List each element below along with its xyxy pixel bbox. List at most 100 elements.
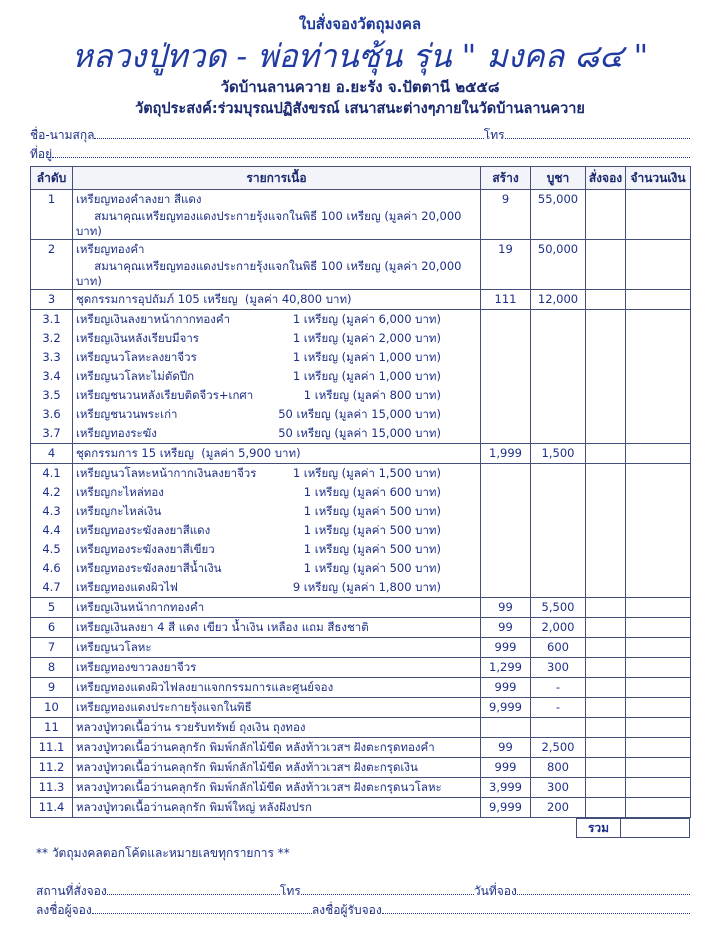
total-amount-cell[interactable]: [620, 818, 690, 838]
row-order-cell[interactable]: [585, 502, 626, 521]
row-amount-cell[interactable]: [625, 777, 691, 798]
row-amount-cell[interactable]: [625, 309, 691, 329]
orderer-sign-dotted-line[interactable]: [91, 901, 312, 914]
address-dotted-line[interactable]: [52, 145, 690, 158]
row-order-cell[interactable]: [585, 259, 626, 290]
row-amount-cell[interactable]: [625, 348, 691, 367]
row-built: 111: [480, 289, 531, 310]
date-dotted-line[interactable]: [516, 882, 691, 895]
row-amount-cell[interactable]: [625, 521, 691, 540]
row-amount-cell[interactable]: [625, 424, 691, 444]
row-order-cell[interactable]: [585, 677, 626, 698]
row-amount-cell[interactable]: [625, 209, 691, 240]
row-amount-cell[interactable]: [625, 239, 691, 259]
row-order-cell[interactable]: [585, 697, 626, 718]
row-amount-cell[interactable]: [625, 617, 691, 638]
row-amount-cell[interactable]: [625, 259, 691, 290]
table-row: 2 เหรียญทองคำ 19 50,000: [30, 239, 691, 259]
row-amount-cell[interactable]: [625, 597, 691, 618]
row-amount-cell[interactable]: [625, 189, 691, 209]
row-order-cell[interactable]: [585, 405, 626, 424]
row-order-cell[interactable]: [585, 540, 626, 559]
col-order: สั่งจอง: [585, 166, 626, 190]
row-number: 4.6: [30, 559, 73, 578]
row-amount-cell[interactable]: [625, 502, 691, 521]
row-number: 4.1: [30, 463, 73, 483]
row-order-cell[interactable]: [585, 657, 626, 678]
row-built: 9,999: [480, 797, 531, 818]
row-order-cell[interactable]: [585, 189, 626, 209]
row-amount-cell[interactable]: [625, 797, 691, 818]
row-amount-cell[interactable]: [625, 463, 691, 483]
place-field[interactable]: สถานที่สั่งจอง โทร วันที่จอง: [30, 882, 691, 901]
row-amount-cell[interactable]: [625, 443, 691, 464]
row-amount-cell[interactable]: [625, 637, 691, 658]
row-amount-cell[interactable]: [625, 540, 691, 559]
receiver-sign-dotted-line[interactable]: [381, 901, 690, 914]
place-dotted-line[interactable]: [106, 882, 280, 895]
phone-dotted-line[interactable]: [504, 126, 690, 139]
row-order-cell[interactable]: [585, 239, 626, 259]
row-amount-cell[interactable]: [625, 737, 691, 758]
address-field[interactable]: ที่อยู่: [30, 145, 690, 164]
signature-fields[interactable]: ลงชื่อผู้จอง ลงชื่อผู้รับจอง: [30, 901, 690, 920]
row-amount-cell[interactable]: [625, 578, 691, 598]
row-order-cell[interactable]: [585, 578, 626, 598]
row-order-cell[interactable]: [585, 483, 626, 502]
item-name: สมนาคุณเหรียญทองแดงประกายรุ้งแจกในพิธี 1…: [76, 259, 466, 288]
row-order-cell[interactable]: [585, 443, 626, 464]
row-order-cell[interactable]: [585, 559, 626, 578]
row-order-cell[interactable]: [585, 777, 626, 798]
row-order-cell[interactable]: [585, 717, 626, 738]
row-order-cell[interactable]: [585, 737, 626, 758]
row-description: เหรียญทองคำลงยา สีแดง: [72, 189, 481, 209]
table-row: 3 ชุดกรรมการอุปถัมภ์ 105 เหรียญ (มูลค่า 4…: [30, 289, 691, 310]
row-order-cell[interactable]: [585, 348, 626, 367]
row-amount-cell[interactable]: [625, 717, 691, 738]
row-order-cell[interactable]: [585, 617, 626, 638]
row-description: เหรียญชนวนหลังเรียบติดจีวร+เกศา 1 เหรียญ …: [72, 386, 481, 405]
address-label: ที่อยู่: [30, 147, 53, 161]
row-price: 12,000: [530, 289, 586, 310]
row-order-cell[interactable]: [585, 309, 626, 329]
row-description: เหรียญเงินหน้ากากทองคำ: [72, 597, 481, 618]
row-amount-cell[interactable]: [625, 289, 691, 310]
col-item: รายการเนื้อ: [72, 166, 481, 190]
row-order-cell[interactable]: [585, 463, 626, 483]
row-amount-cell[interactable]: [625, 367, 691, 386]
row-order-cell[interactable]: [585, 757, 626, 778]
item-name: เหรียญทองระฆังลงยาสีแดง: [76, 523, 211, 537]
row-amount-cell[interactable]: [625, 386, 691, 405]
row-order-cell[interactable]: [585, 521, 626, 540]
row-amount-cell[interactable]: [625, 677, 691, 698]
row-amount-cell[interactable]: [625, 405, 691, 424]
item-name: หลวงปู่ทวดเนื้อว่านคลุกรัก พิมพ์กลักไม้ข…: [76, 780, 442, 794]
row-order-cell[interactable]: [585, 386, 626, 405]
description-wrap: เหรียญนวโลหะหน้ากากเงินลงยาจีวร 1 เหรียญ …: [76, 466, 477, 481]
row-amount-cell[interactable]: [625, 559, 691, 578]
row-amount-cell[interactable]: [625, 757, 691, 778]
row-order-cell[interactable]: [585, 424, 626, 444]
item-name: เหรียญนวโลหะ: [76, 640, 152, 654]
row-order-cell[interactable]: [585, 637, 626, 658]
row-amount-cell[interactable]: [625, 657, 691, 678]
description-wrap: สมนาคุณเหรียญทองแดงประกายรุ้งแจกในพิธี 1…: [76, 209, 477, 239]
name-field[interactable]: ชื่อ-นามสกุล โทร: [30, 126, 690, 145]
row-price: [530, 540, 586, 559]
row-description: เหรียญกะไหล่เงิน 1 เหรียญ (มูลค่า 500 บาท…: [72, 502, 481, 521]
description-wrap: หลวงปู่ทวดเนื้อว่านคลุกรัก พิมพ์กลักไม้ข…: [76, 760, 477, 775]
row-order-cell[interactable]: [585, 329, 626, 348]
row-order-cell[interactable]: [585, 797, 626, 818]
row-order-cell[interactable]: [585, 597, 626, 618]
row-amount-cell[interactable]: [625, 483, 691, 502]
row-amount-cell[interactable]: [625, 697, 691, 718]
row-description: เหรียญชนวนพระเก่า 50 เหรียญ (มูลค่า 15,00…: [72, 405, 481, 424]
name-dotted-line[interactable]: [94, 126, 484, 139]
row-number: 9: [30, 677, 73, 698]
row-order-cell[interactable]: [585, 289, 626, 310]
footer-phone-dotted-line[interactable]: [300, 882, 474, 895]
row-amount-cell[interactable]: [625, 329, 691, 348]
col-built: สร้าง: [480, 166, 531, 190]
row-order-cell[interactable]: [585, 209, 626, 240]
row-order-cell[interactable]: [585, 367, 626, 386]
